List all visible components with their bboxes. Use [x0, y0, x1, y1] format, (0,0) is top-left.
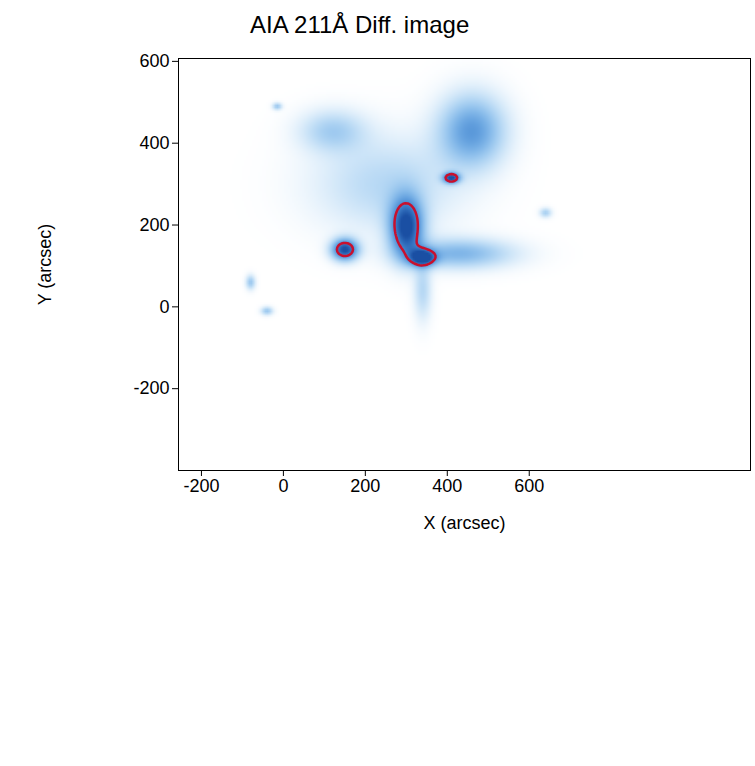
- svg-text:600: 600: [514, 476, 544, 496]
- svg-text:600: 600: [139, 51, 169, 71]
- svg-text:-200: -200: [133, 378, 169, 398]
- svg-text:X (arcsec): X (arcsec): [423, 513, 505, 533]
- html-text:AIA 211Å Diff. image: AIA 211Å Diff. image: [250, 11, 470, 38]
- svg-text:-200: -200: [183, 476, 219, 496]
- svg-text:400: 400: [139, 133, 169, 153]
- svg-text:0: 0: [278, 476, 288, 496]
- svg-text:200: 200: [139, 215, 169, 235]
- svg-text:0: 0: [159, 297, 169, 317]
- svg-text:Y (arcsec): Y (arcsec): [35, 224, 55, 306]
- svg-text:200: 200: [350, 476, 380, 496]
- svg-text:400: 400: [432, 476, 462, 496]
